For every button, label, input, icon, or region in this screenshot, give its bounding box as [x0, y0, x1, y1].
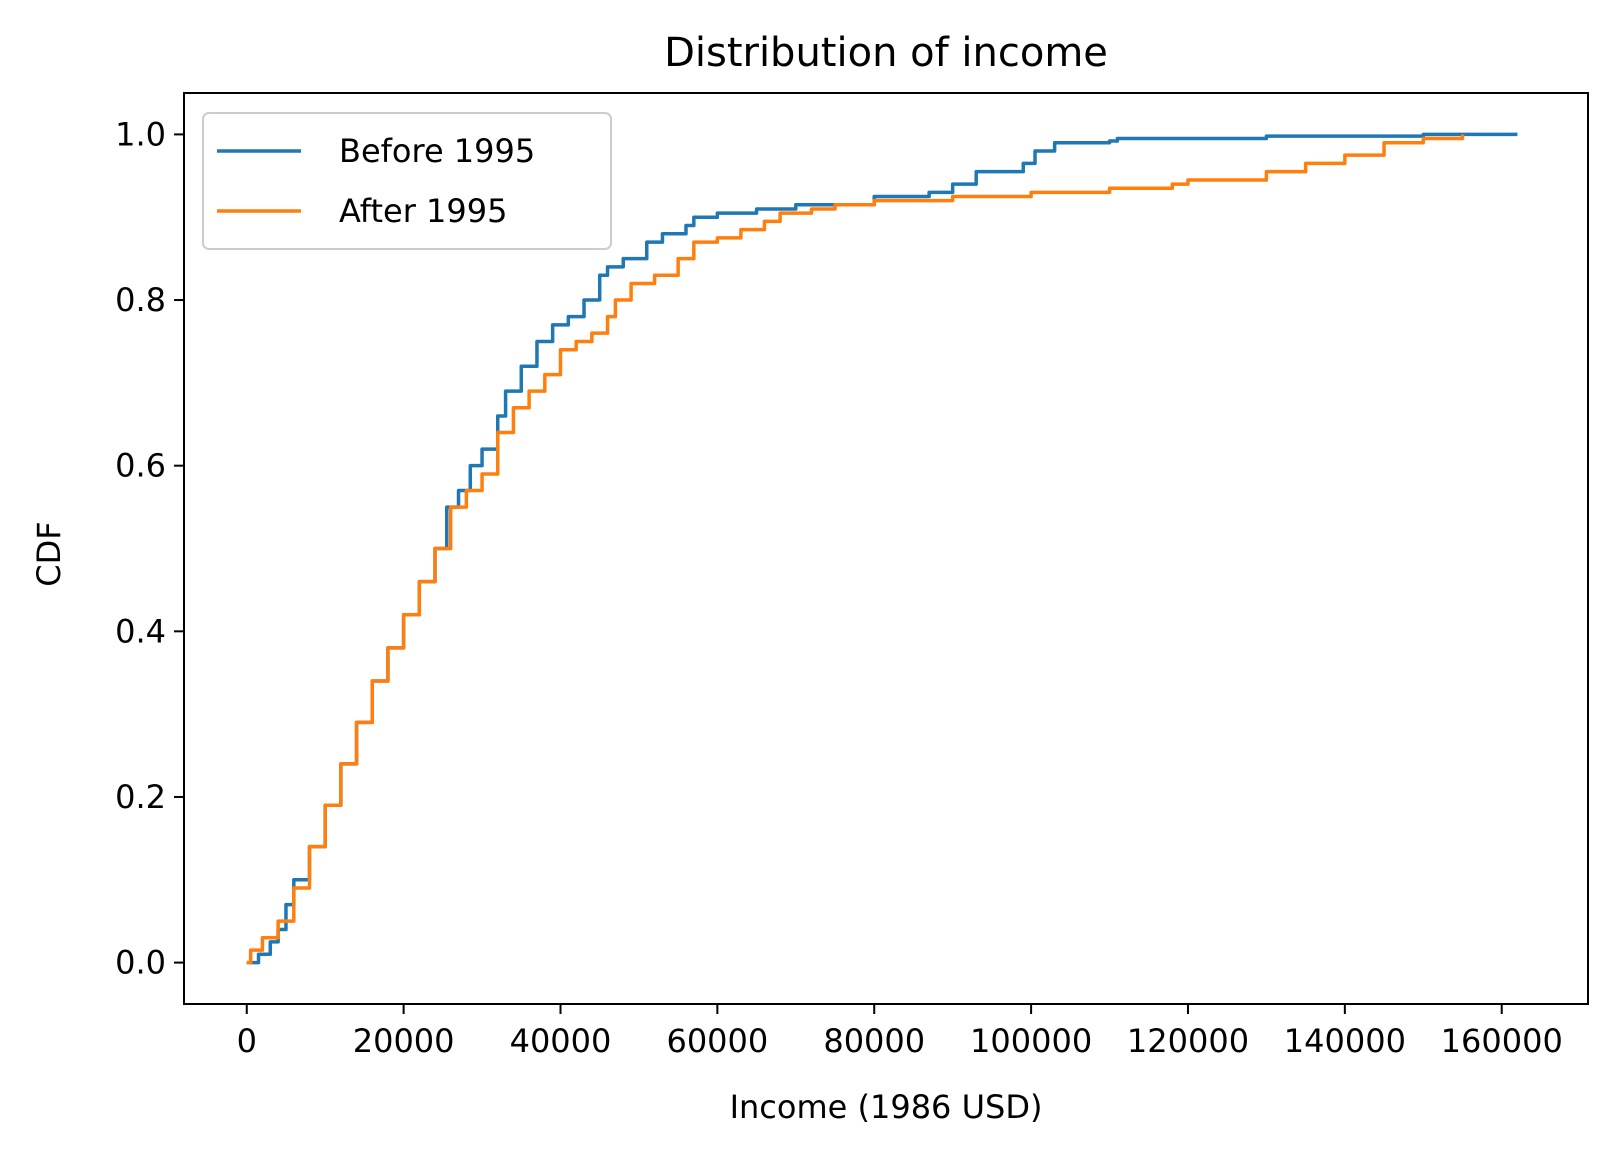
x-axis: 0 20000 40000 60000 80000 100000 120000 140000 1…	[237, 1004, 1563, 1060]
y-tick-label: 0.2	[115, 778, 166, 816]
legend-box	[202, 112, 612, 250]
legend-label: Before 1995	[339, 132, 535, 170]
x-tick-label: 40000	[510, 1022, 612, 1060]
x-tick-label: 60000	[666, 1022, 768, 1060]
legend: Before 1995 After 1995	[202, 112, 612, 250]
y-tick-label: 1.0	[115, 115, 166, 153]
chart-title: Distribution of income	[664, 30, 1108, 76]
y-axis-label: CDF	[30, 521, 68, 586]
x-tick-label: 100000	[970, 1022, 1092, 1060]
x-tick-label: 80000	[823, 1022, 925, 1060]
x-tick-label: 140000	[1284, 1022, 1406, 1060]
plot-frame	[183, 92, 1589, 1005]
y-axis: 0.0 0.2 0.4 0.6 0.8 1.0	[115, 115, 184, 982]
x-tick-label: 20000	[353, 1022, 455, 1060]
series-line-1	[246, 134, 1465, 965]
legend-label: After 1995	[339, 192, 507, 230]
y-tick-label: 0.6	[115, 447, 166, 485]
x-tick-label: 160000	[1441, 1022, 1563, 1060]
x-axis-label: Income (1986 USD)	[730, 1088, 1043, 1126]
y-tick-label: 0.4	[115, 612, 166, 650]
y-tick-label: 0.8	[115, 281, 166, 319]
x-tick-label: 0	[237, 1022, 257, 1060]
plot-area	[183, 92, 1589, 1005]
x-tick-label: 120000	[1127, 1022, 1249, 1060]
y-tick-label: 0.0	[115, 944, 166, 982]
series-lines	[246, 132, 1518, 965]
